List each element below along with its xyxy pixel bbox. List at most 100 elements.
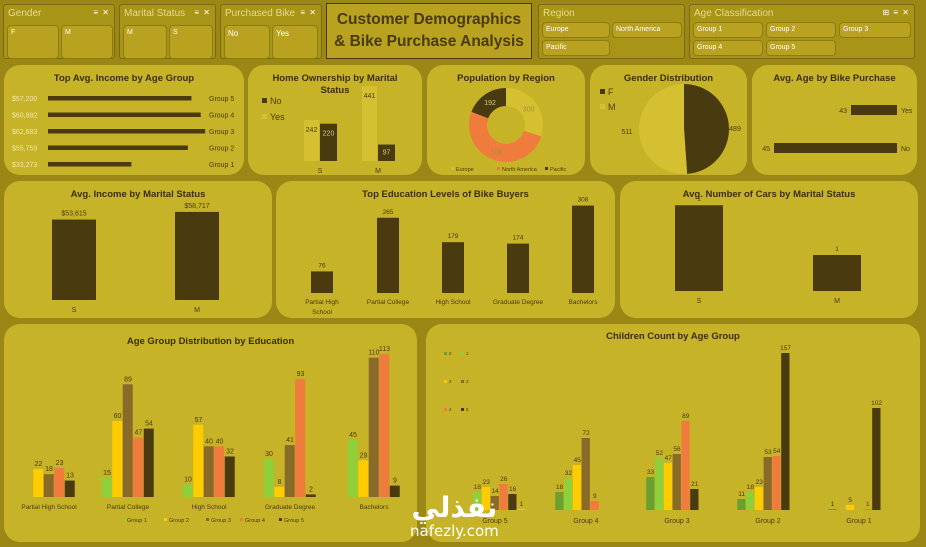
slicer-item-group-5[interactable]: Group 5 <box>766 40 836 56</box>
bar <box>863 509 872 510</box>
slicer-item-pacific[interactable]: Pacific <box>542 40 610 56</box>
filter-multiselect-icon[interactable]: ≡ ✕ <box>93 8 110 17</box>
donut-slice <box>506 88 543 137</box>
data-label: $57,200 <box>12 96 37 103</box>
bar <box>48 129 206 134</box>
panel-population-region: Population by Region 300 508 192 Europe Nort… <box>427 65 585 175</box>
bar <box>555 492 564 510</box>
pie-slice <box>684 84 730 174</box>
tick-label: Group 5 <box>482 518 507 525</box>
data-label: 18 <box>747 484 755 491</box>
data-label: 33 <box>647 469 655 476</box>
data-label: 22 <box>35 461 43 468</box>
bar <box>182 484 193 497</box>
bar <box>690 489 699 510</box>
bar <box>48 145 188 150</box>
chart-title: Avg. Number of Cars by Marital Status <box>682 189 856 200</box>
legend-label: 3 <box>466 379 469 384</box>
bar <box>389 485 400 497</box>
data-label: 40 <box>216 438 224 445</box>
bar <box>122 384 133 497</box>
chart-title: Top Education Levels of Bike Buyers <box>362 189 529 200</box>
slicer-item-group-3[interactable]: Group 3 <box>839 22 911 38</box>
data-label: 53 <box>764 449 772 456</box>
data-label: 32 <box>565 470 573 477</box>
bar <box>590 501 599 510</box>
slicer-item-s[interactable]: S <box>169 25 213 59</box>
tick-label: Group 4 <box>209 113 234 120</box>
slicer-item-group-4[interactable]: Group 4 <box>693 40 763 56</box>
data-label: $33,273 <box>12 162 37 169</box>
data-label: 174 <box>513 235 524 242</box>
filter-multiselect-icon[interactable]: ≡ ✕ <box>194 8 211 17</box>
data-label: 23 <box>56 460 64 467</box>
legend-swatch <box>600 104 605 109</box>
data-label: 489 <box>729 126 741 133</box>
bar <box>48 162 132 167</box>
slicer-item-north-america[interactable]: North America <box>612 22 682 38</box>
data-label: 23 <box>756 479 764 486</box>
data-label: 18 <box>45 466 53 473</box>
tick-label: Yes <box>901 108 913 115</box>
data-label: 5 <box>848 497 852 504</box>
pie-slice <box>639 84 688 174</box>
region-slicer: Region Europe North America Pacific <box>538 4 685 59</box>
chart-title: Age Group Distribution by Education <box>126 336 295 347</box>
data-label: 192 <box>484 100 496 107</box>
data-label: 220 <box>323 131 335 138</box>
title-line-2: & Bike Purchase Analysis <box>334 33 524 50</box>
bar <box>263 459 274 497</box>
panel-age-bike: Avg. Age by Bike Purchase 43 Yes 45 No <box>752 65 917 175</box>
data-label: 8 <box>278 479 282 486</box>
filter-multiselect-icon[interactable]: ≡ ✕ <box>300 8 317 17</box>
slicer-item-m[interactable]: M <box>61 25 113 59</box>
legend-label: Europe <box>456 167 474 173</box>
data-label: 41 <box>286 437 294 444</box>
marital-slicer: Marital Status ≡ ✕ M S <box>119 4 216 59</box>
data-label: $58,717 <box>184 203 209 210</box>
data-label: 54 <box>773 448 781 455</box>
data-label: 113 <box>379 346 390 353</box>
slicer-item-no[interactable]: No <box>224 25 270 59</box>
tick-label: Bachelors <box>569 299 599 306</box>
bar <box>763 457 772 510</box>
bar <box>320 123 337 161</box>
slicer-item-yes[interactable]: Yes <box>272 25 318 59</box>
data-label: 16 <box>509 486 517 493</box>
legend-label: 0 <box>449 351 452 356</box>
bar <box>872 408 881 510</box>
bar <box>54 467 65 497</box>
slicer-item-europe[interactable]: Europe <box>542 22 610 38</box>
chart-title: Avg. Income by Marital Status <box>70 189 206 200</box>
data-label: 11 <box>738 491 745 498</box>
legend-label: F <box>608 87 614 97</box>
slicer-title: Gender <box>8 8 42 19</box>
legend-swatch <box>164 518 167 521</box>
legend-swatch <box>444 352 447 355</box>
data-label: 9 <box>593 493 597 500</box>
data-label: 15 <box>103 470 111 477</box>
bar <box>284 445 295 497</box>
data-label: 54 <box>145 421 153 428</box>
legend-swatch <box>461 380 464 383</box>
slicer-item-m[interactable]: M <box>123 25 167 59</box>
bar <box>379 353 390 497</box>
filter-multiselect-icon[interactable]: ⊞ ≡ ✕ <box>882 8 910 17</box>
chart-title: Top Avg. Income by Age Group <box>53 73 195 84</box>
slicer-item-f[interactable]: F <box>7 25 59 59</box>
legend-label: 4 <box>449 407 452 412</box>
bar <box>672 454 681 510</box>
slicer-title: Region <box>543 8 575 19</box>
data-label: 1 <box>866 501 870 508</box>
data-label: 1 <box>697 196 701 203</box>
gender-distribution-chart: FM 489 511 <box>600 84 741 174</box>
data-label: 45 <box>574 457 582 464</box>
chart-title: Avg. Age by Bike Purchase <box>773 73 896 84</box>
data-label: 157 <box>780 345 791 352</box>
data-label: 110 <box>368 350 379 357</box>
slicer-item-group-2[interactable]: Group 2 <box>766 22 836 38</box>
bar <box>774 143 897 153</box>
data-label: 52 <box>656 450 664 457</box>
data-label: 9 <box>393 478 397 485</box>
slicer-item-group-1[interactable]: Group 1 <box>693 22 763 38</box>
